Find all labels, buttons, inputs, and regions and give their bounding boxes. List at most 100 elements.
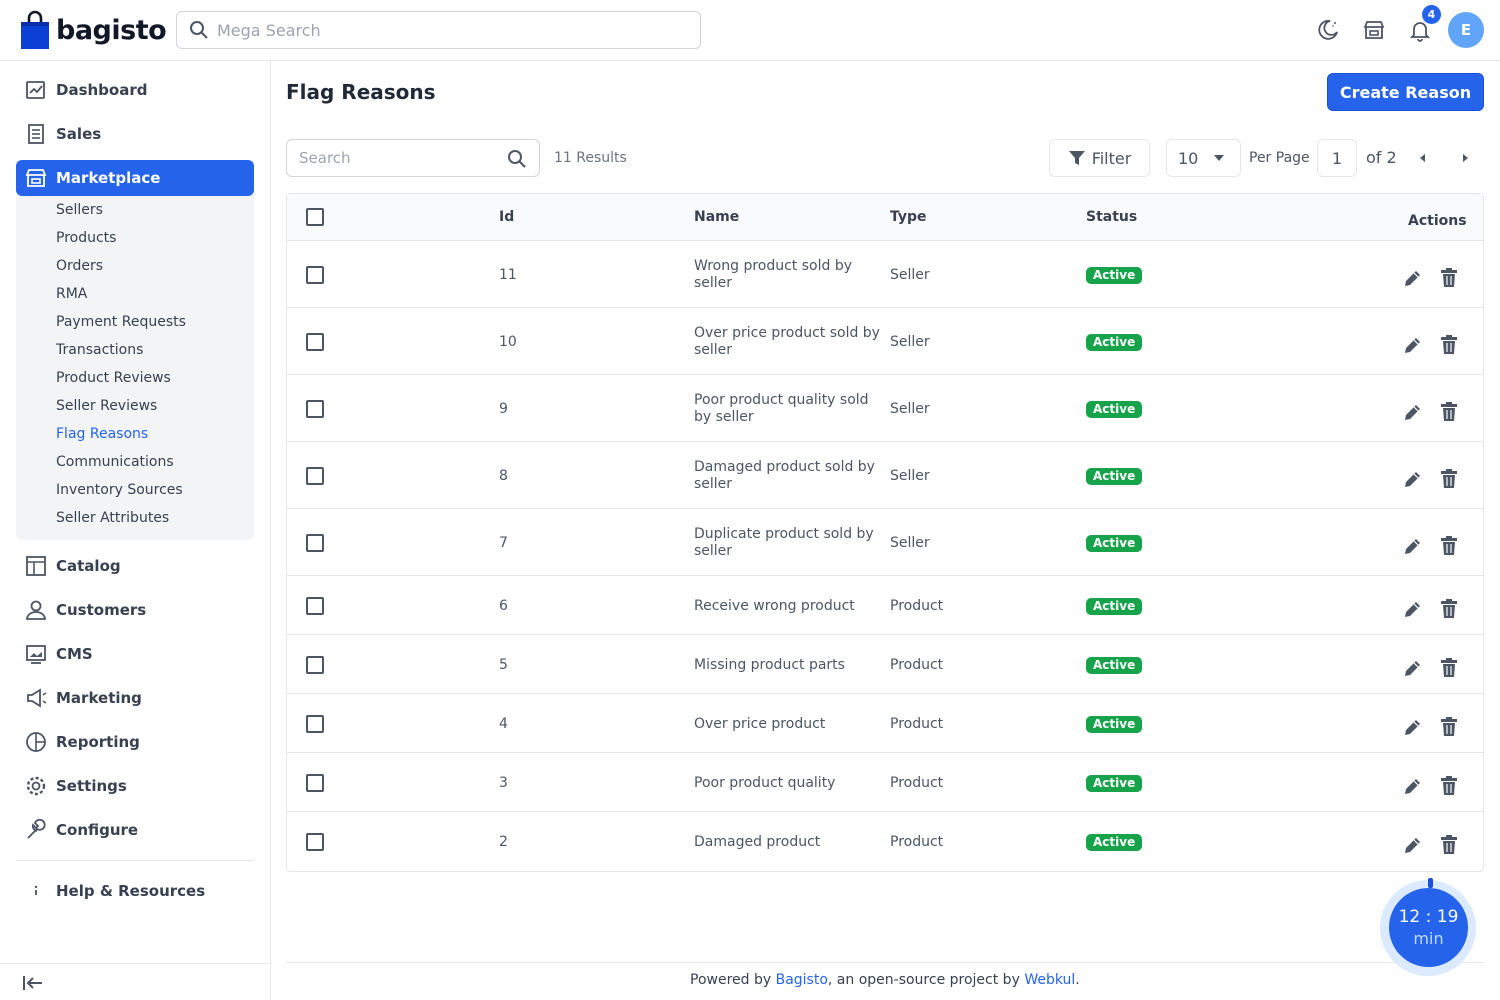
edit-button[interactable] bbox=[1403, 599, 1423, 623]
status-badge: Active bbox=[1086, 400, 1143, 418]
table-row: 11 Wrong product sold by seller Seller Acti… bbox=[287, 241, 1483, 308]
dark-mode-toggle[interactable] bbox=[1314, 16, 1342, 44]
table-row: 4 Over price product Product Active bbox=[287, 694, 1483, 753]
row-checkbox[interactable] bbox=[306, 773, 324, 792]
row-checkbox[interactable] bbox=[306, 655, 324, 674]
edit-button[interactable] bbox=[1403, 268, 1423, 292]
row-checkbox[interactable] bbox=[306, 399, 324, 418]
delete-button[interactable] bbox=[1440, 598, 1458, 623]
store-icon bbox=[16, 167, 56, 189]
edit-button[interactable] bbox=[1403, 335, 1423, 359]
session-timer[interactable]: 12 : 19 min bbox=[1389, 888, 1468, 967]
sidebar-item-catalog[interactable]: Catalog bbox=[16, 548, 254, 584]
bagisto-link[interactable]: Bagisto bbox=[775, 972, 828, 988]
row-checkbox[interactable] bbox=[306, 265, 324, 284]
submenu-item-inventory-sources[interactable]: Inventory Sources bbox=[56, 482, 183, 498]
edit-button[interactable] bbox=[1403, 536, 1423, 560]
delete-button[interactable] bbox=[1440, 834, 1458, 859]
edit-button[interactable] bbox=[1403, 658, 1423, 682]
sidebar-item-label: Settings bbox=[56, 777, 127, 795]
edit-button[interactable] bbox=[1403, 469, 1423, 493]
column-header-type[interactable]: Type bbox=[890, 209, 927, 225]
trash-icon bbox=[1441, 334, 1457, 354]
per-page-select[interactable]: 10 bbox=[1166, 139, 1241, 177]
select-all-checkbox[interactable] bbox=[306, 208, 324, 226]
edit-button[interactable] bbox=[1403, 717, 1423, 741]
submenu-item-sellers[interactable]: Sellers bbox=[56, 202, 103, 218]
submenu-item-rma[interactable]: RMA bbox=[56, 286, 88, 302]
column-header-id[interactable]: Id bbox=[499, 209, 515, 225]
delete-button[interactable] bbox=[1440, 267, 1458, 292]
table-header: Id Name Type Status Actions bbox=[287, 194, 1483, 241]
sidebar-item-cms[interactable]: CMS bbox=[16, 636, 254, 672]
storefront-button[interactable] bbox=[1360, 16, 1388, 44]
submenu-item-communications[interactable]: Communications bbox=[56, 454, 174, 470]
delete-button[interactable] bbox=[1440, 657, 1458, 682]
sidebar-item-settings[interactable]: Settings bbox=[16, 768, 254, 804]
datagrid-search-input[interactable] bbox=[299, 149, 499, 167]
next-page-button[interactable] bbox=[1460, 150, 1470, 169]
edit-button[interactable] bbox=[1403, 835, 1423, 859]
pencil-icon bbox=[1405, 404, 1420, 420]
top-header: bagisto 4 E bbox=[0, 0, 1500, 61]
sidebar-item-reporting[interactable]: Reporting bbox=[16, 724, 254, 760]
submenu-item-products[interactable]: Products bbox=[56, 230, 117, 246]
sidebar-item-dashboard[interactable]: Dashboard bbox=[16, 72, 254, 108]
notifications-button[interactable] bbox=[1406, 16, 1434, 44]
storefront-icon bbox=[1363, 21, 1385, 39]
collapse-sidebar-button[interactable] bbox=[22, 974, 44, 996]
sidebar-item-sales[interactable]: Sales bbox=[16, 116, 254, 152]
sidebar-item-label: Marketing bbox=[56, 689, 142, 707]
mega-search-input[interactable] bbox=[217, 20, 677, 40]
row-checkbox[interactable] bbox=[306, 466, 324, 485]
sidebar-item-configure[interactable]: Configure bbox=[16, 812, 254, 848]
sidebar-item-label: Catalog bbox=[56, 557, 121, 575]
column-header-name[interactable]: Name bbox=[694, 209, 740, 225]
submenu-item-flag-reasons[interactable]: Flag Reasons bbox=[56, 426, 149, 442]
user-avatar[interactable]: E bbox=[1448, 12, 1484, 48]
table-row: 3 Poor product quality Product Active bbox=[287, 753, 1483, 812]
filter-button[interactable]: Filter bbox=[1049, 139, 1150, 177]
flag-reasons-table: Id Name Type Status Actions 11 Wrong prod… bbox=[286, 193, 1484, 872]
trash-icon bbox=[1441, 401, 1457, 421]
search-icon[interactable] bbox=[507, 149, 527, 169]
sidebar-item-label: Reporting bbox=[56, 733, 140, 751]
submenu-item-payment-requests[interactable]: Payment Requests bbox=[56, 314, 186, 330]
submenu-item-product-reviews[interactable]: Product Reviews bbox=[56, 370, 171, 386]
delete-button[interactable] bbox=[1440, 716, 1458, 741]
sidebar-item-label: CMS bbox=[56, 645, 93, 663]
pencil-icon bbox=[1405, 601, 1420, 617]
cell-id: 11 bbox=[499, 266, 517, 283]
datagrid-search-box[interactable] bbox=[286, 139, 540, 177]
bagisto-logo[interactable]: bagisto bbox=[20, 10, 167, 50]
mega-search-box[interactable] bbox=[176, 11, 701, 49]
column-header-status[interactable]: Status bbox=[1086, 209, 1138, 225]
sidebar-item-marketing[interactable]: Marketing bbox=[16, 680, 254, 716]
cell-name: Poor product quality sold by seller bbox=[694, 391, 869, 425]
row-checkbox[interactable] bbox=[306, 533, 324, 552]
timer-unit: min bbox=[1413, 928, 1444, 948]
create-reason-button[interactable]: Create Reason bbox=[1327, 73, 1484, 111]
row-checkbox[interactable] bbox=[306, 832, 324, 851]
edit-button[interactable] bbox=[1403, 402, 1423, 426]
sidebar-item-customers[interactable]: Customers bbox=[16, 592, 254, 628]
delete-button[interactable] bbox=[1440, 468, 1458, 493]
submenu-item-transactions[interactable]: Transactions bbox=[56, 342, 144, 358]
webkul-link[interactable]: Webkul bbox=[1024, 972, 1076, 988]
submenu-item-seller-reviews[interactable]: Seller Reviews bbox=[56, 398, 158, 414]
page-number-input[interactable] bbox=[1317, 139, 1357, 177]
trash-icon bbox=[1441, 775, 1457, 795]
delete-button[interactable] bbox=[1440, 535, 1458, 560]
edit-button[interactable] bbox=[1403, 776, 1423, 800]
submenu-item-seller-attributes[interactable]: Seller Attributes bbox=[56, 510, 170, 526]
row-checkbox[interactable] bbox=[306, 596, 324, 615]
delete-button[interactable] bbox=[1440, 775, 1458, 800]
previous-page-button[interactable] bbox=[1418, 150, 1428, 169]
row-checkbox[interactable] bbox=[306, 714, 324, 733]
delete-button[interactable] bbox=[1440, 401, 1458, 426]
delete-button[interactable] bbox=[1440, 334, 1458, 359]
sidebar-item-help[interactable]: Help & Resources bbox=[16, 873, 254, 909]
sidebar-item-marketplace[interactable]: Marketplace bbox=[16, 160, 254, 196]
submenu-item-orders[interactable]: Orders bbox=[56, 258, 104, 274]
row-checkbox[interactable] bbox=[306, 332, 324, 351]
